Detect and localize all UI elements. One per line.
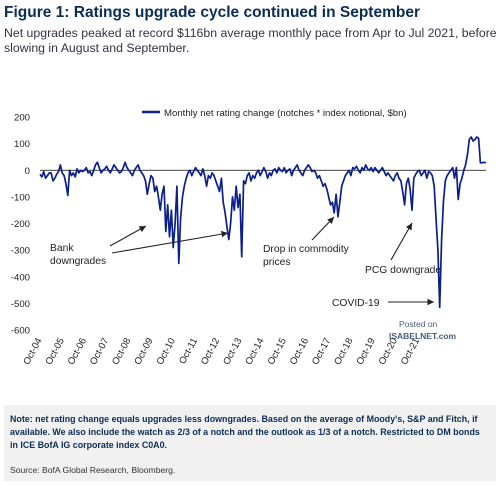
x-tick-label: Oct-09	[132, 336, 155, 367]
y-tick-label: -600	[11, 326, 30, 337]
x-tick-label: Oct-17	[310, 336, 333, 367]
x-tick-label: Oct-12	[199, 336, 222, 367]
x-tick-label: Oct-06	[66, 336, 89, 367]
annotation-commodity-line2: prices	[263, 257, 290, 268]
annotation-bank-line2: downgrades	[50, 256, 106, 267]
x-tick-label: Oct-13	[221, 336, 244, 367]
note-text: Note: net rating change equals upgrades …	[10, 414, 480, 451]
note-box: Note: net rating change equals upgrades …	[4, 405, 496, 481]
x-tick-label: Oct-07	[88, 336, 111, 367]
annotation-covid-19: COVID-19	[332, 298, 434, 309]
x-tick-label: Oct-04	[21, 336, 45, 367]
x-tick-label: Oct-11	[177, 336, 200, 366]
x-tick-label: Oct-15	[266, 336, 289, 367]
y-tick-label: 0	[25, 166, 30, 177]
watermark-posted-on: Posted on	[399, 319, 438, 329]
x-tick-label: Oct-14	[243, 336, 267, 367]
figure-title: Figure 1: Ratings upgrade cycle continue…	[4, 4, 420, 21]
y-axis: 200 100 0 -100 -200 -300 -400 -500 -600	[11, 113, 30, 337]
y-tick-label: -200	[11, 219, 30, 230]
watermark-isabelnet: ISABELNET.com	[389, 331, 457, 341]
x-tick-label: Oct-18	[332, 336, 355, 367]
series-line-net-rating-change	[39, 136, 487, 309]
annotation-commodity-prices: Drop in commodity prices	[263, 216, 350, 268]
source-text: Source: BofA Global Research, Bloomberg.	[10, 465, 176, 475]
annotation-bank-line1: Bank	[50, 243, 74, 254]
x-tick-label: Oct-05	[44, 336, 67, 367]
x-tick-label: Oct-10	[155, 336, 178, 367]
y-tick-label: -400	[11, 272, 30, 283]
legend-label: Monthly net rating change (notches * ind…	[164, 108, 407, 119]
annotation-commodity-line1: Drop in commodity	[263, 244, 350, 255]
figure-subtitle: Net upgrades peaked at record $116bn ave…	[4, 26, 497, 55]
annotation-bank-downgrades: Bank downgrades	[50, 225, 229, 267]
x-tick-label: Oct-19	[355, 336, 378, 367]
y-tick-label: 200	[14, 113, 30, 124]
y-tick-label: -500	[11, 299, 30, 310]
annotation-covid-text: COVID-19	[332, 298, 380, 309]
line-chart: Monthly net rating change (notches * ind…	[11, 108, 487, 367]
annotation-pcg-downgrade: PCG downgrade	[365, 222, 441, 276]
y-tick-label: -100	[11, 192, 30, 203]
x-tick-label: Oct-16	[288, 336, 311, 367]
y-tick-label: -300	[11, 246, 30, 257]
x-axis: Oct-04Oct-05Oct-06Oct-07Oct-08Oct-09Oct-…	[21, 336, 422, 367]
annotation-pcg-text: PCG downgrade	[365, 265, 441, 276]
x-tick-label: Oct-08	[110, 336, 133, 367]
y-tick-label: 100	[14, 139, 30, 150]
